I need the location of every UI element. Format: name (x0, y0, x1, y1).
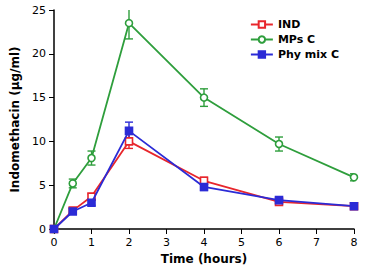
svg-text:0: 0 (39, 223, 46, 236)
svg-text:10: 10 (32, 135, 46, 148)
svg-text:IND: IND (278, 18, 300, 31)
svg-text:15: 15 (32, 91, 46, 104)
svg-text:Indomethacin (μg/ml): Indomethacin (μg/ml) (8, 46, 22, 192)
svg-text:2: 2 (126, 236, 133, 249)
svg-text:20: 20 (32, 47, 46, 60)
svg-text:5: 5 (238, 236, 245, 249)
svg-text:4: 4 (201, 236, 208, 249)
svg-text:25: 25 (32, 4, 46, 17)
svg-text:8: 8 (351, 236, 358, 249)
svg-text:Phy mix C: Phy mix C (278, 48, 339, 61)
svg-text:Time (hours): Time (hours) (161, 252, 247, 266)
svg-text:5: 5 (39, 179, 46, 192)
svg-text:0: 0 (51, 236, 58, 249)
svg-text:3: 3 (163, 236, 170, 249)
svg-text:6: 6 (276, 236, 283, 249)
svg-text:1: 1 (88, 236, 95, 249)
svg-text:MPs C: MPs C (278, 33, 315, 46)
svg-text:7: 7 (313, 236, 320, 249)
